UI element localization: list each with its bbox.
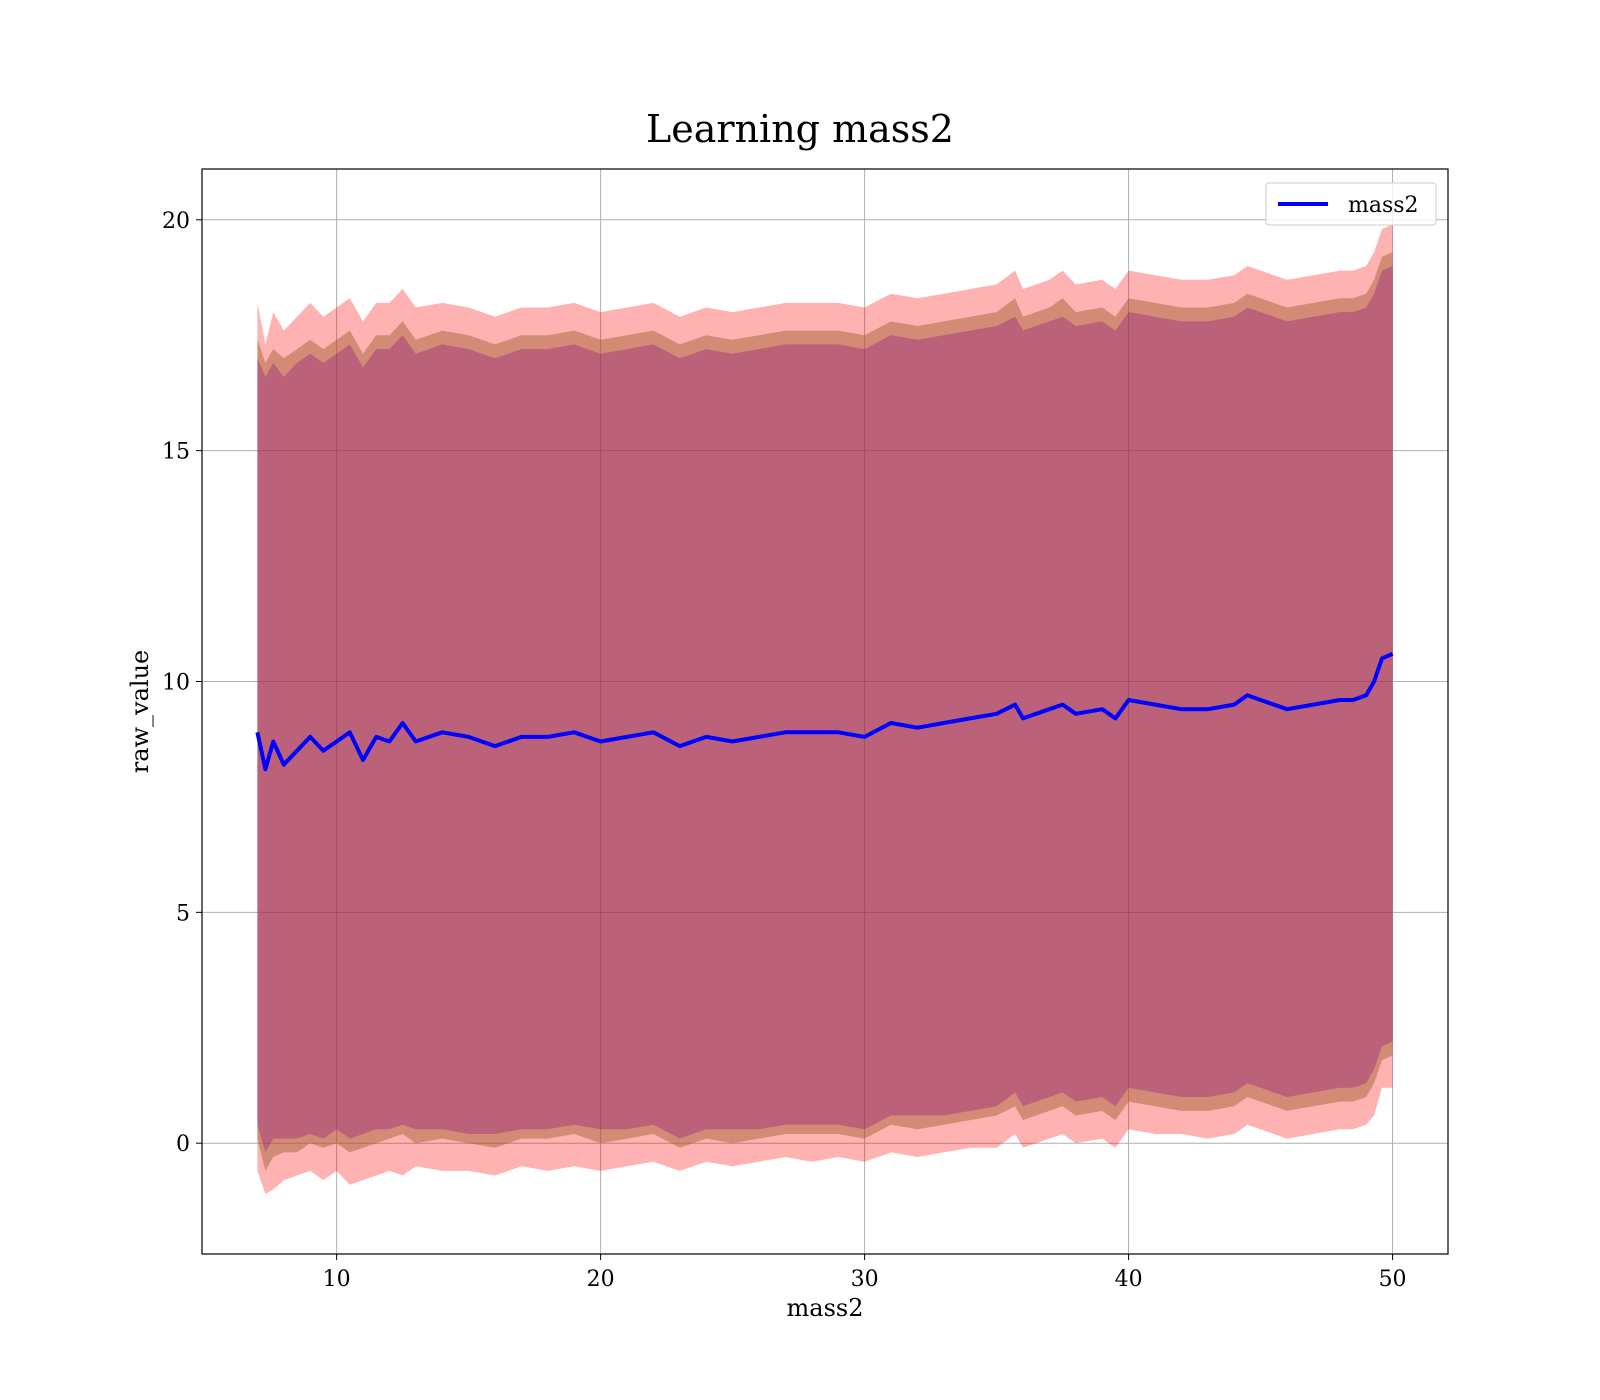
axis-ticks: 10 20 30 40 50 0 5 10 15 20 [162,209,1407,1292]
x-tick-label: 20 [587,1267,615,1292]
y-tick-label: 20 [162,209,190,234]
y-tick-label: 5 [176,901,190,926]
legend-box [1265,182,1437,226]
x-tick-label: 30 [851,1267,879,1292]
y-tick-label: 10 [162,670,190,695]
y-tick-label: 15 [162,440,190,465]
legend: mass2 [1265,182,1437,226]
x-tick-label: 40 [1115,1267,1143,1292]
y-axis-label: raw_value [126,650,154,774]
inner-confidence-band [257,266,1393,1153]
x-tick-label: 50 [1379,1267,1407,1292]
mass2-series-line [255,651,1394,772]
grid [202,169,1448,1254]
legend-entry: mass2 [1348,193,1419,218]
y-tick-label: 0 [176,1132,190,1157]
x-tick-label: 10 [323,1267,351,1292]
confidence-bands [257,224,1393,1194]
middle-confidence-band [257,252,1393,1171]
outer-confidence-band [257,224,1393,1194]
x-axis-label: mass2 [787,1294,864,1322]
plot-frame [201,168,1449,1255]
series-lines [255,651,1394,772]
chart-title: Learning mass2 [646,107,954,151]
